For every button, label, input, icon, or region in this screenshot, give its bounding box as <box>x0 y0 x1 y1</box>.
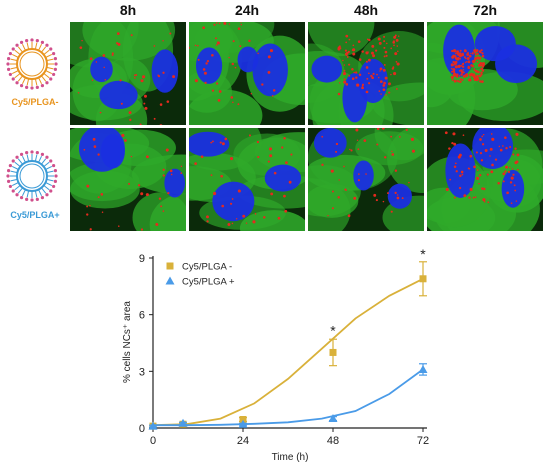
data-point-square <box>239 416 247 423</box>
data-point-triangle <box>178 418 188 427</box>
x-tick-label: 48 <box>327 435 339 447</box>
col-header-48h: 48h <box>353 2 379 18</box>
micrograph-minus-24h <box>189 22 305 125</box>
fit-line-series-1 <box>153 368 424 427</box>
data-point-triangle <box>238 419 248 428</box>
significance-asterisk: * <box>420 246 426 262</box>
col-header-24h: 24h <box>234 2 260 18</box>
micrograph-plus-24h <box>189 128 305 231</box>
fit-line-series-0 <box>152 277 424 427</box>
y-axis-label: % cells NCs⁺ area <box>122 301 133 383</box>
micrograph-minus-8h <box>70 22 186 125</box>
legend-marker-square <box>166 262 174 270</box>
micrograph-minus-72h <box>427 22 543 125</box>
col-header-8h: 8h <box>119 2 137 18</box>
micrograph-minus-48h <box>308 22 424 125</box>
y-tick-label: 0 <box>139 423 145 435</box>
x-axis-label: Time (h) <box>272 452 309 463</box>
y-tick-label: 6 <box>139 310 145 322</box>
col-header-72h: 72h <box>472 2 498 18</box>
micrograph-plus-8h <box>70 128 186 231</box>
x-tick-label: 0 <box>150 435 156 447</box>
micrograph-plus-72h <box>427 128 543 231</box>
legend-label: Cy5/PLGA + <box>182 277 235 288</box>
nanoparticle-plus-icon <box>6 150 58 202</box>
row-label-plga-plus: Cy5/PLGA+ <box>10 210 60 220</box>
x-tick-label: 72 <box>417 435 429 447</box>
data-point-triangle <box>418 364 428 373</box>
data-point-square <box>329 348 337 356</box>
data-point-triangle <box>148 421 158 430</box>
y-tick-label: 9 <box>139 253 145 265</box>
x-tick-label: 24 <box>237 435 249 447</box>
micrograph-plus-48h <box>308 128 424 231</box>
row-label-plga-minus: Cy5/PLGA- <box>11 97 59 107</box>
legend-marker-triangle <box>165 276 175 285</box>
data-point-triangle <box>328 414 338 423</box>
nanoparticle-minus-icon <box>6 38 58 90</box>
data-point-square <box>419 275 427 283</box>
significance-asterisk: * <box>330 322 336 338</box>
legend-label: Cy5/PLGA - <box>182 262 232 273</box>
y-tick-label: 3 <box>139 366 145 378</box>
